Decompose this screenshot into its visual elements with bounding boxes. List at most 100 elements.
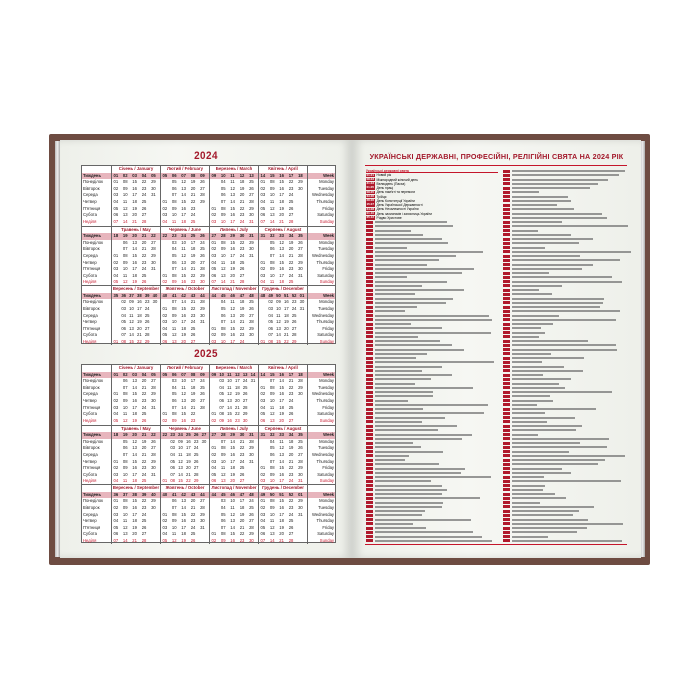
day-cell: 31 bbox=[151, 266, 156, 272]
holiday-text-line bbox=[375, 365, 443, 368]
day-cell: 20 bbox=[230, 478, 235, 484]
day-cell: 08 bbox=[220, 531, 226, 537]
bottom-rule bbox=[365, 544, 627, 545]
day-cell: 30 bbox=[201, 438, 207, 444]
day-cell: 20 bbox=[230, 272, 235, 278]
week-number: 33 bbox=[279, 233, 284, 239]
week-number: 32 bbox=[269, 432, 275, 438]
holiday-item: 23.06 Трійця bbox=[366, 195, 498, 199]
day-cell: 02 bbox=[260, 185, 266, 191]
day-cell: 25 bbox=[239, 259, 245, 265]
holiday-text-line bbox=[512, 340, 589, 343]
day-cell: 10 bbox=[230, 498, 235, 504]
holiday-item-line bbox=[366, 343, 498, 347]
day-cell: 27 bbox=[242, 398, 248, 403]
holiday-item-line bbox=[503, 182, 635, 186]
holiday-date-mark bbox=[366, 441, 373, 445]
holiday-text-line bbox=[512, 327, 541, 330]
holiday-text-line bbox=[512, 246, 546, 249]
day-cell: 02 bbox=[113, 259, 119, 265]
day-cell: 28 bbox=[239, 279, 245, 285]
day-cell: 11 bbox=[122, 411, 128, 417]
holiday-date-mark bbox=[503, 356, 510, 360]
day-cell: 24 bbox=[141, 404, 147, 410]
day-cell: 31 bbox=[151, 192, 156, 198]
holiday-text-line bbox=[512, 531, 578, 534]
day-cell: 26 bbox=[141, 279, 147, 285]
day-cell: 29 bbox=[200, 272, 205, 278]
day-cell: 06 bbox=[170, 465, 175, 471]
week-number: 14 bbox=[260, 172, 266, 178]
day-cell: 20 bbox=[239, 312, 245, 318]
day-cell: 10 bbox=[227, 378, 232, 384]
day-cell: 20 bbox=[190, 185, 196, 191]
year-title-2025: 2025 bbox=[194, 348, 218, 360]
month-1: Січень / January 01 02 03 04 05 01 02 03 04 05 06 07… bbox=[111, 365, 160, 425]
day-cell: 05 bbox=[260, 205, 266, 211]
holiday-text-line bbox=[375, 318, 493, 321]
holiday-text-line bbox=[512, 259, 620, 262]
day-cell: 16 bbox=[186, 438, 191, 444]
holiday-date-mark bbox=[503, 292, 510, 296]
holiday-text-line bbox=[512, 446, 608, 449]
holiday-date-mark bbox=[503, 246, 510, 250]
holiday-date-mark bbox=[366, 394, 373, 398]
day-cell: 21 bbox=[190, 504, 196, 510]
day-cell: 17 bbox=[279, 398, 284, 403]
week-number: 12 bbox=[239, 172, 245, 178]
week-label-ua: Тиждень bbox=[83, 172, 102, 178]
day-cell: 28 bbox=[298, 378, 303, 384]
day-cell: 21 bbox=[141, 384, 147, 390]
week-number: 23 bbox=[170, 432, 175, 438]
holiday-date-mark bbox=[366, 390, 373, 394]
day-cell: 07 bbox=[220, 199, 226, 204]
day-cell: 13 bbox=[269, 531, 275, 537]
day-cell: 01 bbox=[162, 511, 168, 517]
day-cell: 22 bbox=[239, 531, 245, 537]
holiday-text-line bbox=[512, 352, 551, 355]
day-cell: 11 bbox=[269, 199, 275, 204]
weekday-label-ua: Четвер bbox=[83, 518, 97, 524]
week-number: 01 bbox=[299, 292, 305, 298]
day-cell: 10 bbox=[178, 445, 183, 451]
holiday-text-line bbox=[512, 272, 549, 275]
month-6: Червень / June 22 23 24 25 26 01 02 03 04 05 06 07 08… bbox=[160, 226, 209, 286]
day-cell: 08 bbox=[220, 205, 226, 211]
weekday-label-en: Saturday bbox=[317, 471, 334, 477]
holiday-item-line bbox=[503, 271, 635, 275]
day-cell: 19 bbox=[141, 438, 147, 444]
holiday-text-line bbox=[512, 399, 553, 402]
holiday-text-line bbox=[375, 493, 442, 496]
day-cell: 08 bbox=[269, 498, 275, 504]
holiday-item: 28.06 День Конституції України bbox=[366, 199, 498, 203]
day-cell: 19 bbox=[288, 445, 294, 451]
holiday-item-line bbox=[366, 407, 498, 411]
day-cell: 11 bbox=[122, 199, 128, 204]
day-cell: 10 bbox=[181, 378, 186, 384]
day-cell: 19 bbox=[132, 417, 137, 423]
day-cell: 19 bbox=[190, 179, 196, 185]
day-cell: 02 bbox=[260, 471, 266, 477]
day-cell: 30 bbox=[249, 537, 254, 543]
holiday-date-mark bbox=[366, 356, 373, 360]
day-cell: 06 bbox=[122, 378, 128, 384]
month-divider bbox=[307, 226, 308, 286]
holiday-item-line bbox=[503, 216, 635, 220]
holiday-item-line bbox=[366, 484, 498, 488]
day-cell: 30 bbox=[249, 451, 254, 457]
holiday-item-line bbox=[503, 530, 635, 534]
day-cell: 14 bbox=[132, 451, 137, 457]
holiday-date-mark bbox=[366, 407, 373, 411]
day-cell: 17 bbox=[137, 305, 142, 311]
holiday-item-line bbox=[366, 539, 498, 543]
holiday-name: День Української Державності bbox=[376, 203, 423, 208]
month-name: Жовтень / October bbox=[165, 485, 205, 491]
day-cell: 21 bbox=[239, 524, 245, 530]
day-cell: 28 bbox=[291, 332, 297, 338]
day-cell: 04 bbox=[260, 404, 266, 410]
day-cell: 22 bbox=[239, 445, 245, 451]
holiday-date-mark bbox=[366, 326, 373, 330]
day-cell: 24 bbox=[239, 338, 245, 344]
weekday-label-ua: П'ятниця bbox=[83, 465, 101, 471]
holiday-date-mark bbox=[503, 343, 510, 347]
